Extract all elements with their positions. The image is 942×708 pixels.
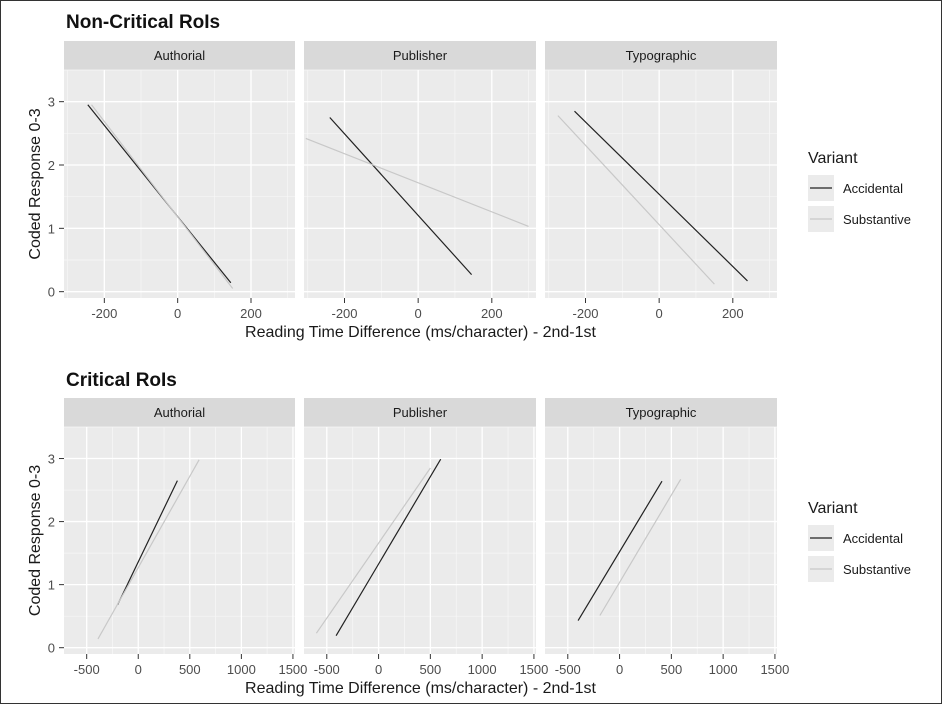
facet-panel [64, 70, 295, 298]
y-tick-label: 0 [48, 641, 55, 656]
facet-panel [545, 70, 777, 298]
facet-strip-label: Typographic [626, 405, 697, 420]
x-tick-label: 1500 [519, 662, 548, 677]
x-tick-label: -500 [74, 662, 100, 677]
x-tick-label: -500 [314, 662, 340, 677]
x-tick-label: -200 [331, 306, 357, 321]
y-tick-label: 3 [48, 95, 55, 110]
x-tick-label: 200 [722, 306, 744, 321]
x-tick-label: 1000 [227, 662, 256, 677]
x-tick-label: 1500 [278, 662, 307, 677]
y-axis-label: Coded Response 0-3 [27, 465, 44, 616]
x-tick-label: 0 [415, 306, 422, 321]
y-axis-label: Coded Response 0-3 [27, 108, 44, 259]
x-axis-label: Reading Time Difference (ms/character) -… [245, 324, 597, 341]
x-tick-label: 1000 [468, 662, 497, 677]
facet-panel [304, 427, 536, 654]
facet-strip-label: Publisher [393, 405, 448, 420]
y-tick-label: 2 [48, 158, 55, 173]
x-tick-label: 0 [616, 662, 623, 677]
y-tick-label: 3 [48, 452, 55, 467]
legend-title: Variant [808, 150, 858, 167]
chart-title: Critical RoIs [66, 370, 177, 391]
facet-panel [64, 427, 295, 654]
chart-title: Non-Critical RoIs [66, 12, 220, 33]
x-tick-label: 0 [375, 662, 382, 677]
facet-strip-label: Typographic [626, 48, 697, 63]
facet-panel [545, 427, 777, 654]
facet-strip-label: Authorial [154, 405, 205, 420]
x-tick-label: 500 [179, 662, 201, 677]
legend-item-label: Substantive [843, 562, 911, 577]
legend-item-label: Accidental [843, 531, 903, 546]
x-tick-label: 0 [174, 306, 181, 321]
x-tick-label: -200 [91, 306, 117, 321]
legend-title: Variant [808, 500, 858, 517]
x-tick-label: 1500 [760, 662, 789, 677]
x-tick-label: -200 [572, 306, 598, 321]
y-tick-label: 2 [48, 515, 55, 530]
facet-strip-label: Publisher [393, 48, 448, 63]
legend-item-label: Accidental [843, 181, 903, 196]
x-tick-label: 1000 [709, 662, 738, 677]
legend-item-label: Substantive [843, 212, 911, 227]
x-tick-label: 200 [240, 306, 262, 321]
facet-strip-label: Authorial [154, 48, 205, 63]
x-tick-label: 500 [661, 662, 683, 677]
x-tick-label: 0 [656, 306, 663, 321]
x-tick-label: 500 [420, 662, 442, 677]
x-axis-label: Reading Time Difference (ms/character) -… [245, 680, 597, 697]
x-tick-label: 200 [481, 306, 503, 321]
x-tick-label: -500 [555, 662, 581, 677]
y-tick-label: 1 [48, 578, 55, 593]
y-tick-label: 0 [48, 285, 55, 300]
y-tick-label: 1 [48, 221, 55, 236]
x-tick-label: 0 [135, 662, 142, 677]
